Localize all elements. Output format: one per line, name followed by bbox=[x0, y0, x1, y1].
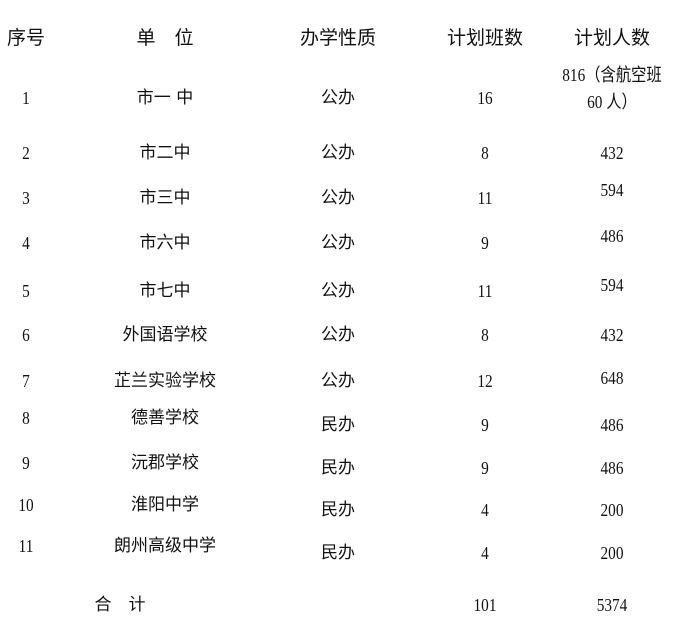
cell-unit: 朗州高级中学 bbox=[114, 536, 216, 556]
cell-nature: 公办 bbox=[321, 233, 355, 253]
cell-unit: 淮阳中学 bbox=[131, 495, 199, 515]
cell-nature: 公办 bbox=[321, 188, 355, 208]
cell-people: 594 bbox=[600, 180, 624, 200]
total-classes: 101 bbox=[473, 595, 497, 615]
cell-nature: 民办 bbox=[321, 415, 355, 435]
cell-classes: 9 bbox=[481, 458, 489, 478]
cell-people: 200 bbox=[600, 500, 624, 520]
cell-nature: 民办 bbox=[321, 500, 355, 520]
cell-nature: 公办 bbox=[321, 281, 355, 301]
cell-classes: 4 bbox=[481, 500, 489, 520]
cell-unit: 市七中 bbox=[139, 281, 191, 301]
header-seq: 序号 bbox=[6, 27, 46, 49]
cell-people: 648 bbox=[600, 368, 624, 388]
cell-seq: 2 bbox=[22, 143, 30, 163]
cell-unit: 德善学校 bbox=[131, 408, 199, 428]
cell-seq: 5 bbox=[22, 281, 30, 301]
total-people: 5374 bbox=[596, 595, 628, 615]
cell-unit: 市六中 bbox=[139, 233, 191, 253]
cell-seq: 4 bbox=[22, 233, 30, 253]
cell-classes: 11 bbox=[477, 188, 493, 208]
total-label: 合 计 bbox=[94, 595, 146, 615]
cell-nature: 公办 bbox=[321, 143, 355, 163]
cell-classes: 9 bbox=[481, 233, 489, 253]
cell-people: 486 bbox=[600, 226, 624, 246]
cell-people: 486 bbox=[600, 458, 624, 478]
cell-people-line2: 60 人） bbox=[587, 92, 637, 112]
cell-nature: 民办 bbox=[321, 543, 355, 563]
cell-classes: 16 bbox=[477, 88, 493, 108]
cell-seq: 11 bbox=[18, 536, 34, 556]
header-classes: 计划班数 bbox=[446, 27, 524, 49]
cell-seq: 8 bbox=[22, 408, 30, 428]
cell-nature: 公办 bbox=[321, 88, 355, 108]
cell-classes: 8 bbox=[481, 143, 489, 163]
cell-seq: 1 bbox=[22, 88, 30, 108]
header-unit: 单 位 bbox=[136, 27, 194, 49]
cell-classes: 8 bbox=[481, 325, 489, 345]
cell-unit: 市二中 bbox=[139, 143, 191, 163]
cell-people: 816（含航空班 bbox=[562, 65, 662, 85]
header-people: 计划人数 bbox=[573, 27, 651, 49]
cell-unit: 外国语学校 bbox=[122, 325, 208, 345]
cell-classes: 12 bbox=[477, 371, 493, 391]
cell-people: 432 bbox=[600, 143, 624, 163]
cell-classes: 11 bbox=[477, 281, 493, 301]
cell-seq: 6 bbox=[22, 325, 30, 345]
cell-people: 594 bbox=[600, 275, 624, 295]
cell-unit: 市一 中 bbox=[136, 88, 194, 108]
cell-people: 200 bbox=[600, 543, 624, 563]
cell-unit: 芷兰实验学校 bbox=[114, 371, 216, 391]
cell-nature: 公办 bbox=[321, 325, 355, 345]
cell-seq: 7 bbox=[22, 371, 30, 391]
cell-seq: 3 bbox=[22, 188, 30, 208]
cell-unit: 沅郡学校 bbox=[131, 453, 199, 473]
cell-classes: 9 bbox=[481, 415, 489, 435]
cell-nature: 公办 bbox=[321, 371, 355, 391]
cell-unit: 市三中 bbox=[139, 188, 191, 208]
cell-nature: 民办 bbox=[321, 458, 355, 478]
cell-classes: 4 bbox=[481, 543, 489, 563]
cell-seq: 10 bbox=[18, 495, 34, 515]
cell-people: 486 bbox=[600, 415, 624, 435]
cell-people: 432 bbox=[600, 325, 624, 345]
cell-seq: 9 bbox=[22, 453, 30, 473]
header-nature: 办学性质 bbox=[299, 27, 377, 49]
